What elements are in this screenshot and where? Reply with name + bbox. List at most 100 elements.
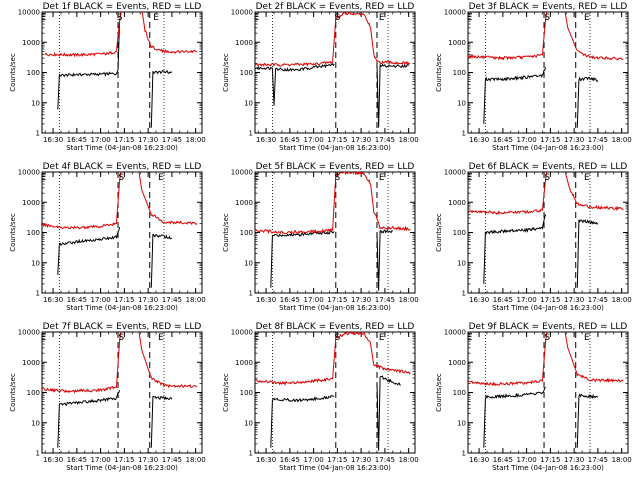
panel-7: Det 7f BLACK = Events, RED = LLD 1 10 100 10… [9, 322, 206, 472]
marker-label-e: E [584, 13, 590, 23]
series-lld-line [44, 12, 122, 58]
y-tick-label: 10 [31, 99, 40, 107]
marker-label-e: E [467, 173, 473, 183]
x-tick-label: 18:00 [612, 456, 632, 464]
x-tick-label: 18:00 [186, 456, 206, 464]
series-lld-line [564, 172, 624, 212]
y-axis-label: Counts/sec [9, 53, 17, 92]
series-events-line [576, 219, 599, 288]
y-tick-label: 10000 [231, 329, 253, 337]
series-lld-line [468, 12, 548, 61]
x-tick-label: 17:45 [588, 136, 608, 144]
y-tick-label: 100 [240, 389, 253, 397]
series-lld-line [468, 172, 548, 215]
series-events-line [483, 214, 547, 284]
plot-frame [467, 331, 629, 454]
y-tick-label: 100 [27, 229, 40, 237]
y-tick-label: 10000 [231, 169, 253, 177]
marker-label-e: E [379, 173, 385, 183]
y-tick-label: 10 [457, 419, 466, 427]
x-tick-label: 18:00 [399, 136, 419, 144]
y-tick-label: 100 [240, 229, 253, 237]
x-tick-label: 17:15 [540, 456, 560, 464]
x-tick-label: 16:30 [469, 136, 489, 144]
x-tick-label: 17:45 [375, 456, 395, 464]
x-tick-label: 17:30 [351, 456, 371, 464]
marker-label-e: E [254, 333, 260, 343]
series-events-line [483, 386, 546, 448]
series-events-line [255, 62, 335, 106]
x-tick-label: 17:00 [517, 296, 537, 304]
x-tick-label: 18:00 [399, 456, 419, 464]
panel-title: Det 7f BLACK = Events, RED = LLD [43, 322, 202, 332]
x-tick-label: 17:30 [564, 456, 584, 464]
x-tick-label: 17:15 [540, 296, 560, 304]
y-tick-label: 1000 [22, 39, 40, 47]
y-tick-label: 10 [457, 259, 466, 267]
series-lld-line [141, 12, 198, 55]
x-tick-label: 16:45 [280, 296, 300, 304]
x-tick-label: 17:00 [517, 136, 537, 144]
x-tick-label: 17:30 [564, 136, 584, 144]
marker-label-s: S [117, 13, 123, 23]
x-tick-label: 16:45 [493, 456, 513, 464]
marker-label-e: E [584, 173, 590, 183]
x-axis-label: Start Time (04-Jan-08 16:23:00) [66, 304, 178, 312]
x-tick-label: 16:30 [256, 136, 276, 144]
series-events-line [150, 395, 173, 448]
y-axis-label: Counts/sec [435, 373, 443, 412]
panel-title: Det 2f BLACK = Events, RED = LLD [256, 2, 415, 12]
x-tick-label: 16:30 [469, 456, 489, 464]
marker-label-e: E [158, 333, 164, 343]
panel-title: Det 8f BLACK = Events, RED = LLD [256, 322, 415, 332]
marker-label-e: E [254, 173, 260, 183]
plot-frame [41, 331, 203, 454]
y-tick-label: 1000 [22, 199, 40, 207]
marker-label-s: S [118, 173, 124, 183]
x-tick-label: 17:00 [304, 456, 324, 464]
marker-label-e: E [41, 173, 47, 183]
y-axis-label: Counts/sec [222, 373, 230, 412]
x-tick-label: 17:45 [588, 296, 608, 304]
y-tick-label: 1 [36, 450, 40, 458]
marker-label-e: E [158, 173, 164, 183]
y-tick-label: 1000 [22, 359, 40, 367]
x-tick-label: 17:15 [114, 296, 134, 304]
y-tick-label: 1 [36, 290, 40, 298]
x-tick-label: 16:45 [280, 136, 300, 144]
series-events-line [150, 70, 173, 128]
marker-label-e: E [379, 333, 385, 343]
x-axis-label: Start Time (04-Jan-08 16:23:00) [66, 464, 178, 472]
y-tick-label: 10 [244, 99, 253, 107]
y-tick-label: 1 [462, 290, 466, 298]
x-tick-label: 16:30 [469, 296, 489, 304]
y-tick-label: 100 [27, 389, 40, 397]
x-tick-label: 18:00 [612, 136, 632, 144]
series-lld-line [138, 172, 198, 226]
x-tick-label: 16:45 [67, 456, 87, 464]
y-tick-label: 10000 [444, 9, 466, 17]
y-tick-label: 1000 [235, 199, 253, 207]
y-axis-label: Counts/sec [9, 213, 17, 252]
y-tick-label: 1000 [235, 39, 253, 47]
x-tick-label: 17:00 [91, 136, 111, 144]
x-tick-label: 18:00 [399, 296, 419, 304]
series-lld-line [138, 332, 198, 389]
plot-frame [41, 171, 203, 294]
marker-label-e: E [153, 13, 159, 23]
y-tick-label: 1000 [448, 39, 466, 47]
x-axis-label: Start Time (04-Jan-08 16:23:00) [492, 144, 604, 152]
x-tick-label: 16:45 [67, 296, 87, 304]
y-tick-label: 1000 [448, 359, 466, 367]
series-lld-line [255, 172, 411, 235]
x-tick-label: 17:00 [91, 456, 111, 464]
x-tick-label: 17:15 [114, 136, 134, 144]
x-tick-label: 17:00 [304, 136, 324, 144]
x-tick-label: 17:30 [138, 456, 158, 464]
series-events-line [483, 67, 547, 124]
y-axis-label: Counts/sec [435, 53, 443, 92]
x-tick-label: 16:45 [67, 136, 87, 144]
y-tick-label: 1000 [235, 359, 253, 367]
x-axis-label: Start Time (04-Jan-08 16:23:00) [66, 144, 178, 152]
